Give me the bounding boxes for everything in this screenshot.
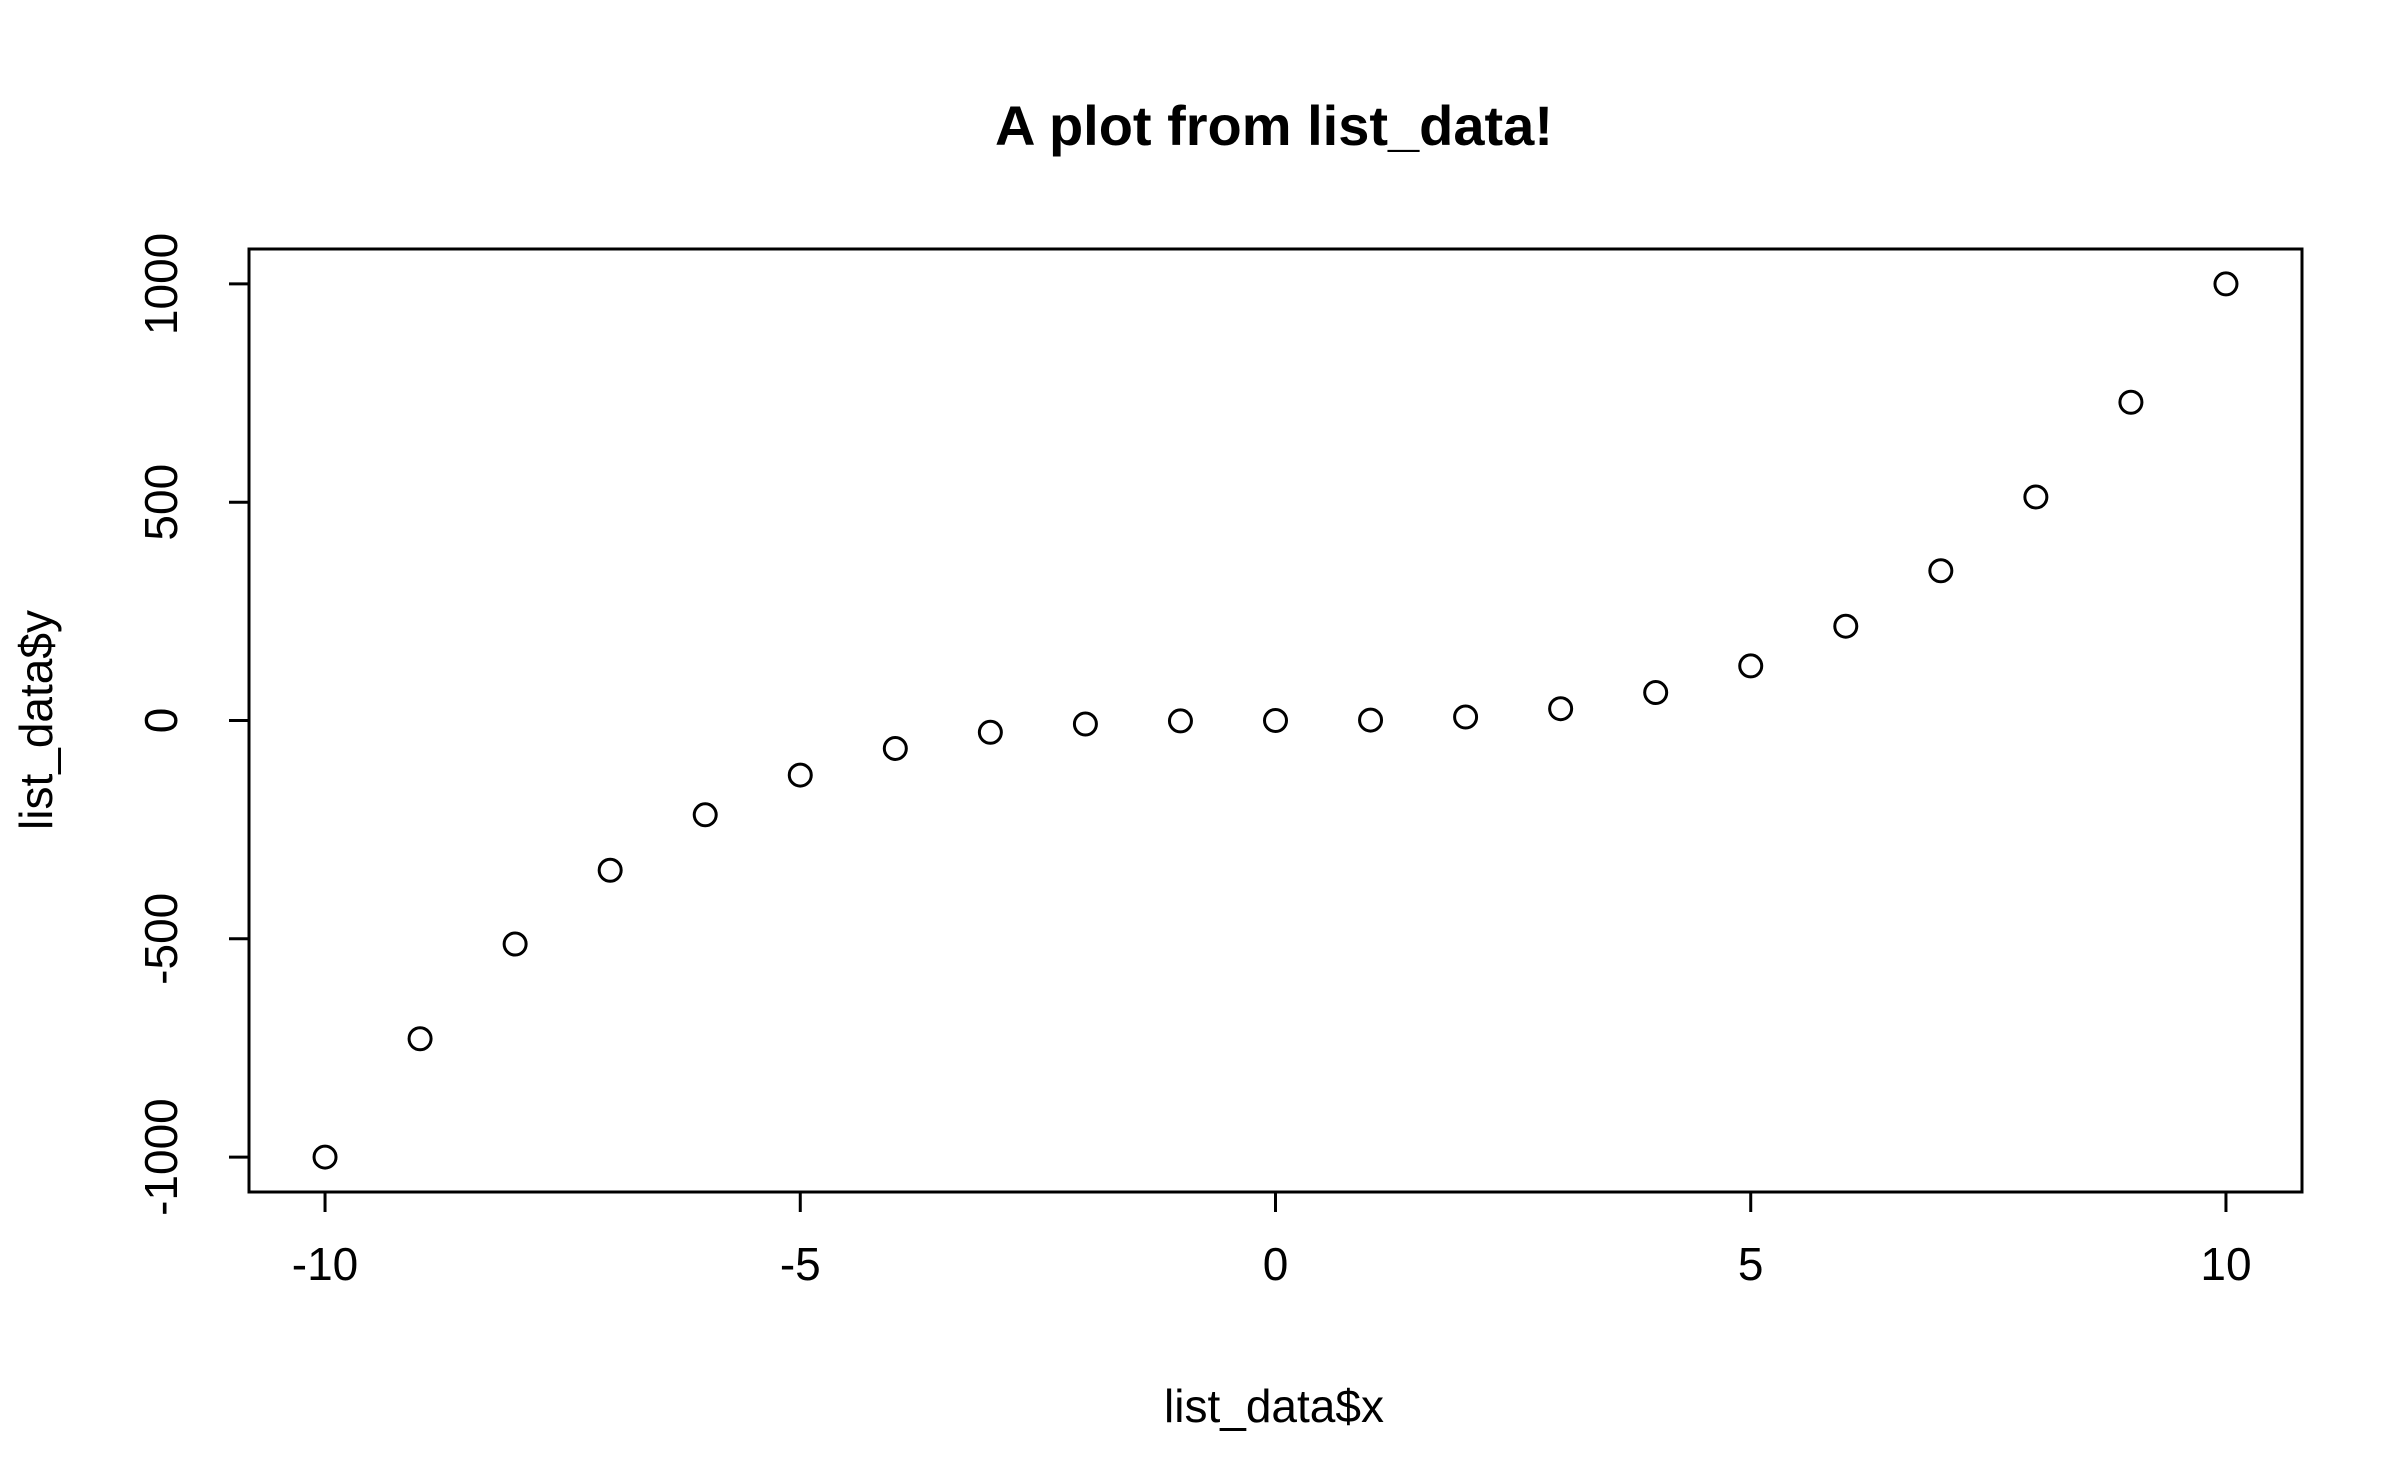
y-tick-label: 500 <box>135 464 187 541</box>
x-tick-label: 10 <box>2200 1238 2251 1290</box>
x-tick-label: 5 <box>1738 1238 1764 1290</box>
data-point <box>502 931 528 957</box>
data-point <box>2118 389 2144 415</box>
data-point <box>1453 704 1479 730</box>
data-point <box>597 857 623 883</box>
data-point <box>1358 707 1384 733</box>
y-tick-label: 0 <box>135 708 187 734</box>
data-point <box>2213 271 2239 297</box>
data-point <box>1072 711 1098 737</box>
y-tick-label: -500 <box>135 893 187 985</box>
data-point <box>1928 558 1954 584</box>
y-axis-label: list_data$y <box>10 610 62 830</box>
chart-title: A plot from list_data! <box>995 94 1553 157</box>
x-tick-label: 0 <box>1263 1238 1289 1290</box>
y-axis: -1000 -500 0 500 1000 <box>135 233 251 1216</box>
data-point <box>1263 708 1288 733</box>
data-point <box>882 735 908 761</box>
x-tick-label: -5 <box>780 1238 821 1290</box>
data-point <box>692 802 718 828</box>
x-axis: -10 -5 0 5 10 <box>292 1190 2252 1290</box>
data-point <box>1738 653 1764 679</box>
data-point <box>1167 708 1193 734</box>
data-point <box>2023 484 2049 510</box>
data-point <box>1833 613 1859 639</box>
plot-frame <box>247 247 2304 1194</box>
data-point <box>1643 680 1669 706</box>
data-points <box>312 271 2239 1170</box>
data-point <box>312 1144 338 1170</box>
data-point <box>977 719 1003 745</box>
data-point <box>407 1026 433 1052</box>
x-tick-label: -10 <box>292 1238 358 1290</box>
y-tick-label: 1000 <box>135 233 187 335</box>
y-tick-label: -1000 <box>135 1098 187 1216</box>
data-point <box>1548 696 1574 722</box>
x-axis-label: list_data$x <box>1164 1380 1384 1432</box>
data-point <box>787 762 813 788</box>
